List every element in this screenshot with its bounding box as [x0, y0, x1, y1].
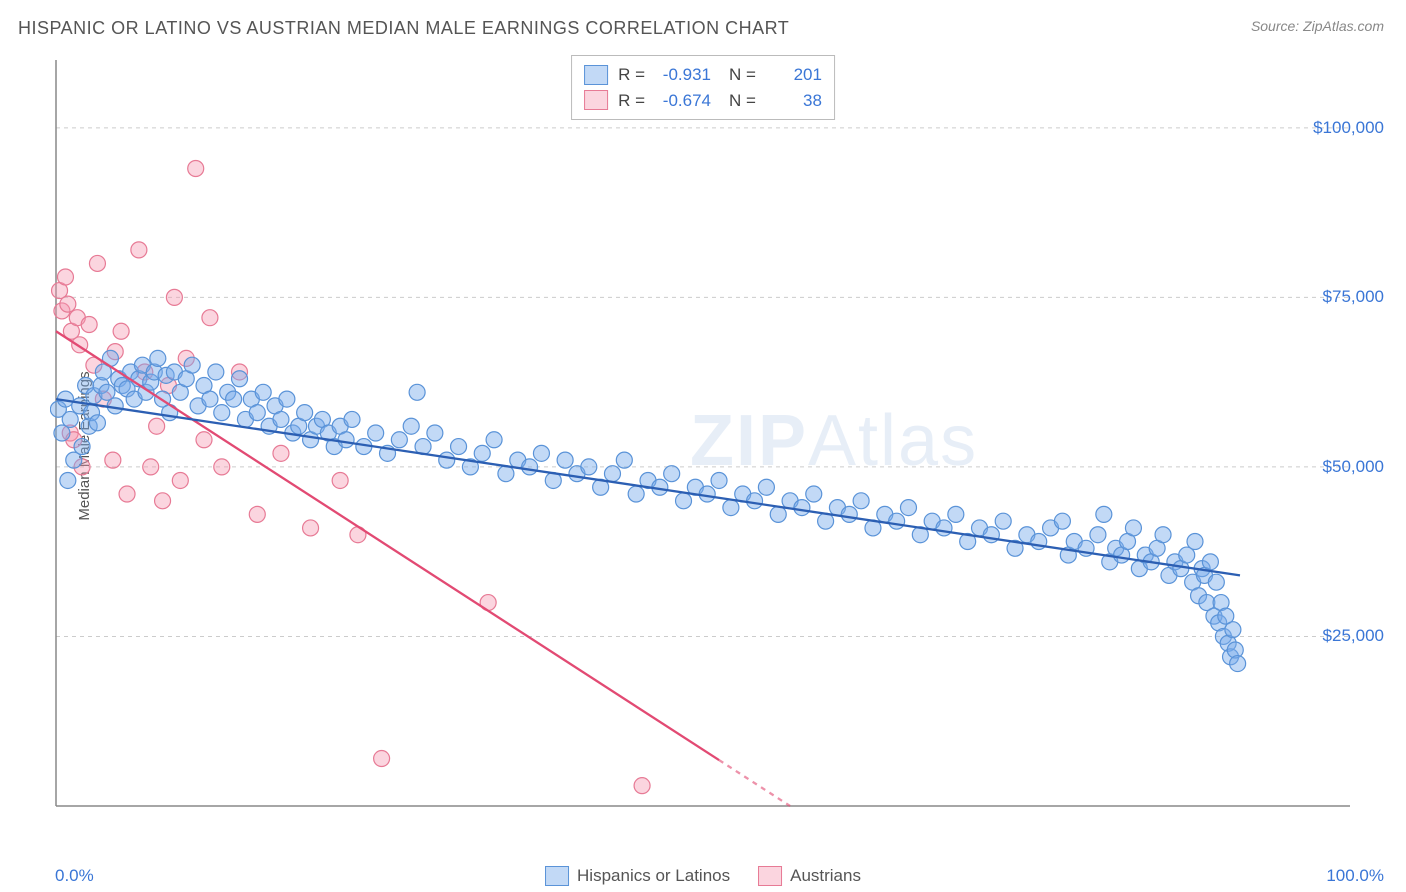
source-label: Source: ZipAtlas.com [1251, 18, 1384, 34]
legend-label: Austrians [790, 866, 861, 886]
y-tick: $100,000 [1313, 118, 1384, 138]
stats-legend: R =-0.931N =201R =-0.674N =38 [571, 55, 835, 120]
scatter-plot [50, 50, 1350, 850]
legend-item-austrian: Austrians [758, 866, 861, 886]
swatch-icon [584, 65, 608, 85]
stats-row-austrian: R =-0.674N =38 [584, 88, 822, 114]
chart-title: HISPANIC OR LATINO VS AUSTRIAN MEDIAN MA… [18, 18, 789, 39]
y-tick: $75,000 [1323, 287, 1384, 307]
x-tick-left: 0.0% [55, 866, 94, 886]
legend-label: Hispanics or Latinos [577, 866, 730, 886]
stats-row-hispanic: R =-0.931N =201 [584, 62, 822, 88]
swatch-icon [584, 90, 608, 110]
swatch-icon [545, 866, 569, 886]
series-legend: Hispanics or Latinos Austrians [545, 866, 861, 886]
swatch-icon [758, 866, 782, 886]
y-tick: $50,000 [1323, 457, 1384, 477]
legend-item-hispanic: Hispanics or Latinos [545, 866, 730, 886]
x-tick-right: 100.0% [1326, 866, 1384, 886]
y-tick: $25,000 [1323, 626, 1384, 646]
